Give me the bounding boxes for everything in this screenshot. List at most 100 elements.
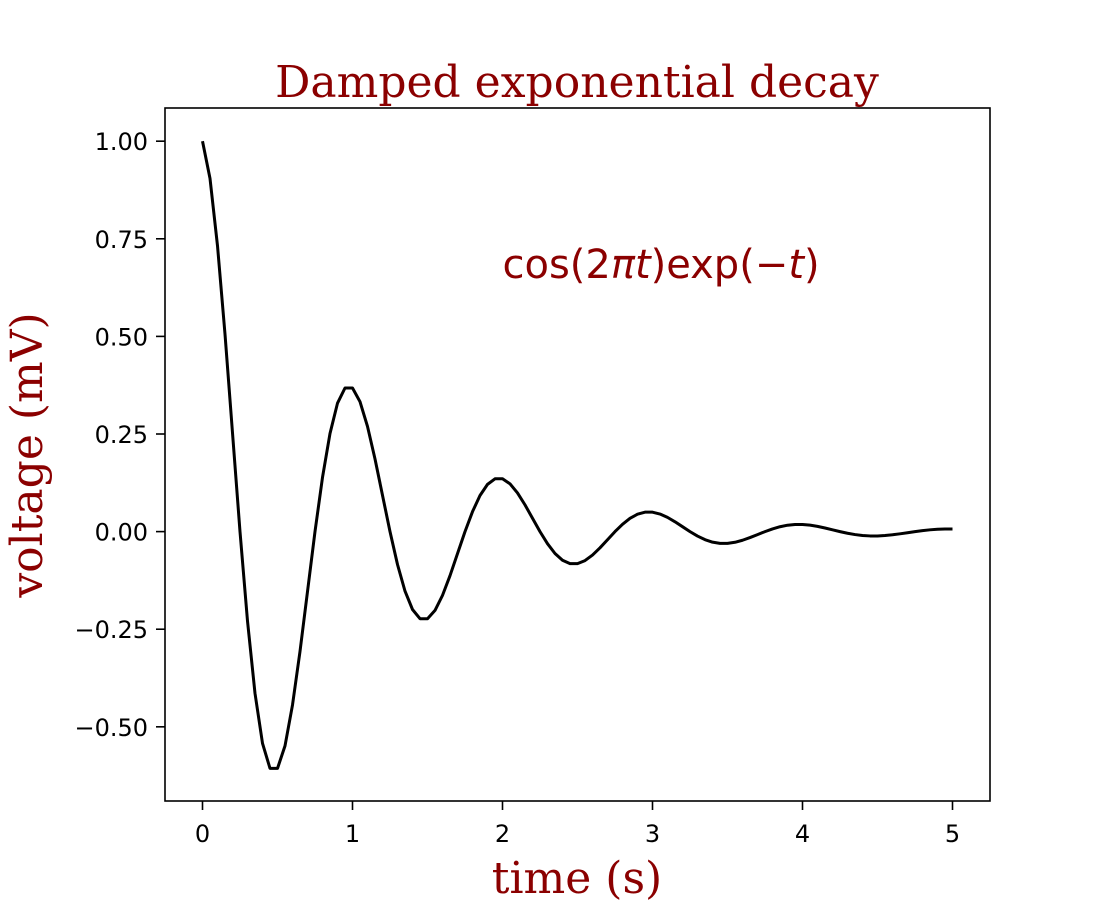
data-point (824, 527, 826, 529)
data-point (899, 533, 901, 535)
data-point (712, 541, 714, 543)
data-point (809, 524, 811, 526)
x-tick-label: 5 (945, 820, 960, 848)
data-point (884, 535, 886, 537)
data-point (742, 539, 744, 541)
data-point (952, 528, 954, 530)
data-point (704, 539, 706, 541)
plot-area (164, 107, 991, 802)
data-point (727, 542, 729, 544)
data-point (554, 552, 556, 554)
data-point (599, 547, 601, 549)
data-point (779, 526, 781, 528)
data-point (412, 609, 414, 611)
data-point (944, 528, 946, 530)
data-point (284, 745, 286, 747)
x-tick-label: 1 (345, 820, 360, 848)
data-point (307, 591, 309, 593)
data-point (419, 618, 421, 620)
data-point (532, 517, 534, 519)
data-point (524, 504, 526, 506)
data-point (442, 594, 444, 596)
y-axis: −0.50 −0.25 0.00 0.25 0.50 0.75 1.00 (74, 128, 165, 742)
y-tick-label: −0.25 (74, 616, 148, 644)
data-point (592, 554, 594, 556)
y-tick-label: 0.25 (95, 421, 148, 449)
data-point (232, 432, 234, 434)
data-point (539, 531, 541, 533)
data-point (667, 516, 669, 518)
y-tick-label: 1.00 (95, 128, 148, 156)
data-point (277, 767, 279, 769)
data-point (322, 476, 324, 478)
data-point (344, 387, 346, 389)
data-point (547, 543, 549, 545)
data-point (659, 513, 661, 515)
data-point (434, 609, 436, 611)
data-point (359, 401, 361, 403)
data-point (629, 517, 631, 519)
chart-title: Damped exponential decay (275, 57, 879, 108)
data-point (892, 534, 894, 536)
data-point (802, 523, 804, 525)
data-point (914, 531, 916, 533)
data-point (487, 483, 489, 485)
data-point (247, 620, 249, 622)
data-point (382, 494, 384, 496)
data-point (562, 559, 564, 561)
data-point (749, 537, 751, 539)
data-point (367, 425, 369, 427)
data-point (584, 560, 586, 562)
data-point (922, 530, 924, 532)
data-point (637, 513, 639, 515)
data-point (517, 492, 519, 494)
data-point (494, 478, 496, 480)
data-point (449, 575, 451, 577)
data-point (374, 458, 376, 460)
data-point (862, 534, 864, 536)
y-tick-label: 0.00 (95, 519, 148, 547)
data-point (239, 531, 241, 533)
data-point (719, 542, 721, 544)
chart-annotation: cos(2πt)exp(−t) (503, 242, 820, 288)
data-point (607, 539, 609, 541)
data-point (464, 531, 466, 533)
data-point (224, 333, 226, 335)
data-point (652, 511, 654, 513)
data-point (329, 433, 331, 435)
x-tick-label: 0 (195, 820, 210, 848)
data-point (314, 531, 316, 533)
data-point (614, 531, 616, 533)
data-point (457, 553, 459, 555)
y-tick-label: 0.75 (95, 226, 148, 254)
data-point (907, 532, 909, 534)
data-point (734, 541, 736, 543)
annotation-part-5: ) (804, 242, 820, 288)
data-point (299, 650, 301, 652)
data-point (787, 524, 789, 526)
data-point (577, 563, 579, 565)
data-point (502, 478, 504, 480)
data-point (847, 532, 849, 534)
data-point (877, 535, 879, 537)
data-point (674, 521, 676, 523)
annotation-part-3: )exp(− (651, 242, 789, 288)
data-point (202, 140, 204, 142)
data-point (869, 535, 871, 537)
data-point (217, 245, 219, 247)
data-point (209, 177, 211, 179)
annotation-part-1: cos(2 (503, 242, 611, 288)
data-point (772, 528, 774, 530)
data-point (757, 534, 759, 536)
x-tick-label: 4 (795, 820, 810, 848)
annotation-part-2: πt (611, 242, 652, 288)
data-point (389, 531, 391, 533)
data-point (292, 704, 294, 706)
x-tick-label: 2 (495, 820, 510, 848)
data-point (929, 529, 931, 531)
data-point (569, 563, 571, 565)
data-point (854, 534, 856, 536)
data-point (404, 590, 406, 592)
data-point (337, 402, 339, 404)
data-point (937, 528, 939, 530)
